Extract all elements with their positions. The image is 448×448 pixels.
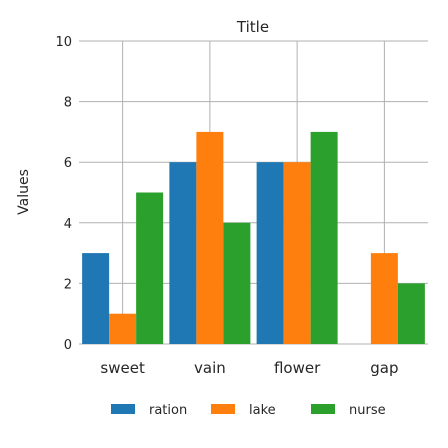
y-tick-label: 8	[64, 96, 72, 111]
bar-ration-flower	[256, 162, 284, 344]
bar-lake-sweet	[109, 313, 137, 344]
x-tick-label: flower	[274, 359, 321, 377]
y-tick-label: 2	[64, 277, 72, 292]
bar-lake-vain	[196, 131, 224, 344]
bar-nurse-vain	[223, 222, 251, 344]
legend-swatch-ration	[111, 404, 135, 414]
bar-ration-sweet	[82, 253, 110, 344]
bar-nurse-sweet	[136, 192, 164, 344]
legend-label-lake: lake	[249, 403, 276, 418]
legend-label-ration: ration	[149, 403, 187, 418]
y-tick-label: 0	[64, 338, 72, 353]
bar-lake-flower	[283, 162, 311, 344]
axes: 0 2 4 6 8 10 sweet vain flower gap	[55, 35, 398, 377]
legend-swatch-nurse	[311, 404, 335, 414]
bar-nurse-flower	[310, 131, 338, 344]
legend-label-nurse: nurse	[349, 403, 386, 418]
bar-nurse-gap	[397, 283, 425, 344]
x-tick-label: sweet	[100, 359, 145, 377]
bars	[82, 131, 425, 344]
y-tick-label: 4	[64, 217, 72, 232]
x-tick-label: gap	[370, 359, 398, 377]
bar-lake-gap	[370, 253, 398, 344]
y-tick-label: 6	[64, 156, 72, 171]
y-tick-label: 10	[55, 35, 72, 50]
legend-swatch-lake	[211, 404, 235, 414]
x-tick-label: vain	[194, 359, 226, 377]
legend: ration lake nurse	[111, 403, 386, 418]
chart-title: Title	[236, 18, 269, 36]
y-axis-label: Values	[16, 169, 32, 215]
bar-ration-vain	[169, 162, 197, 344]
